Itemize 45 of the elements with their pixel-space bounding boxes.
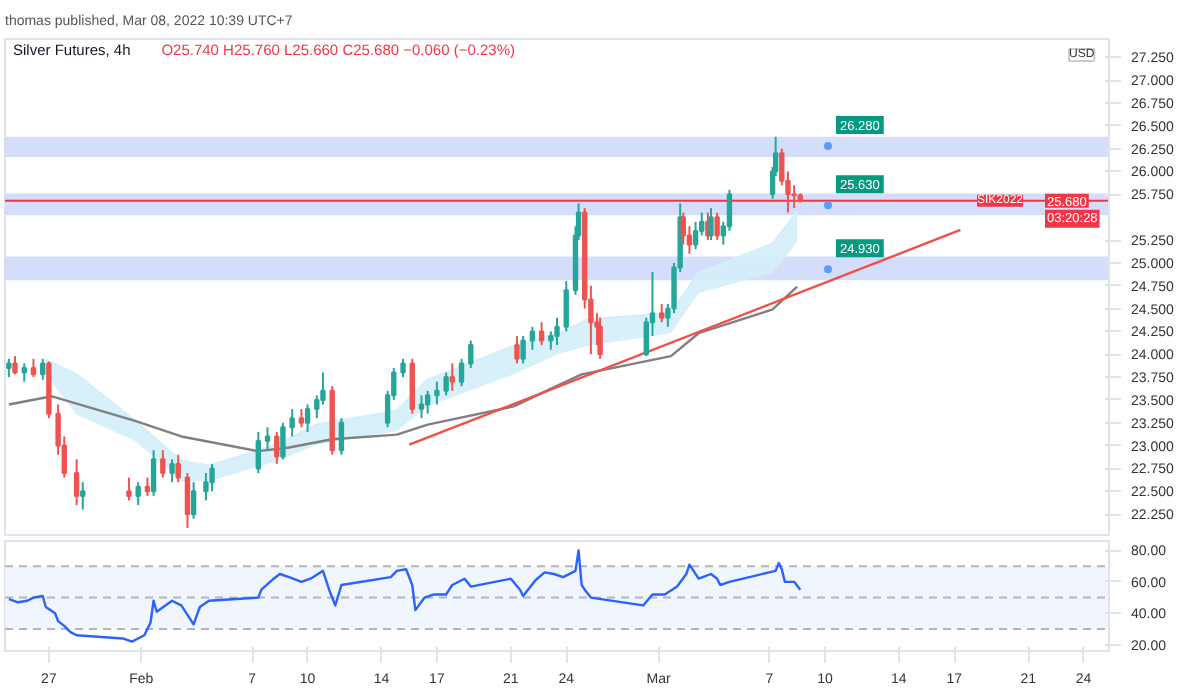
candlestick — [30, 357, 37, 379]
candlestick — [160, 449, 166, 479]
candlestick — [144, 476, 151, 497]
candlestick — [338, 417, 345, 456]
candlestick — [514, 334, 520, 365]
candlestick — [274, 430, 280, 465]
candlestick — [304, 403, 311, 433]
candlestick — [289, 408, 295, 438]
candlestick — [264, 426, 271, 452]
candlestick — [80, 481, 86, 511]
candlestick — [135, 481, 141, 507]
candlestick — [184, 472, 191, 529]
candlestick — [520, 334, 526, 365]
candlestick — [659, 302, 665, 324]
candlestick — [150, 449, 157, 497]
candlestick — [169, 458, 175, 484]
candlestick — [73, 458, 80, 507]
candlestick — [298, 408, 305, 429]
candlestick — [458, 357, 465, 388]
candlestick — [714, 211, 720, 242]
candlestick — [203, 472, 209, 502]
candlestick — [443, 371, 449, 397]
candlestick — [418, 394, 425, 420]
candlestick — [21, 362, 27, 383]
candlestick — [400, 357, 406, 379]
candlestick — [280, 421, 286, 461]
candlestick — [409, 357, 415, 415]
candlestick — [255, 430, 261, 475]
candlestick — [529, 325, 536, 351]
candlestick — [708, 207, 714, 242]
candlestick — [6, 357, 12, 379]
line-series — [7, 549, 802, 643]
candlestick — [40, 357, 46, 381]
candlestick — [468, 339, 474, 369]
candlestick — [692, 220, 699, 251]
candlestick — [434, 380, 440, 406]
candlestick — [424, 389, 431, 415]
candlestick — [190, 481, 197, 520]
candlestick — [538, 321, 545, 347]
candlestick — [563, 280, 569, 333]
candlestick — [126, 476, 132, 502]
candlestick — [449, 362, 455, 392]
candlestick — [209, 462, 215, 493]
candlestick — [554, 316, 560, 347]
candlestick — [175, 453, 181, 484]
